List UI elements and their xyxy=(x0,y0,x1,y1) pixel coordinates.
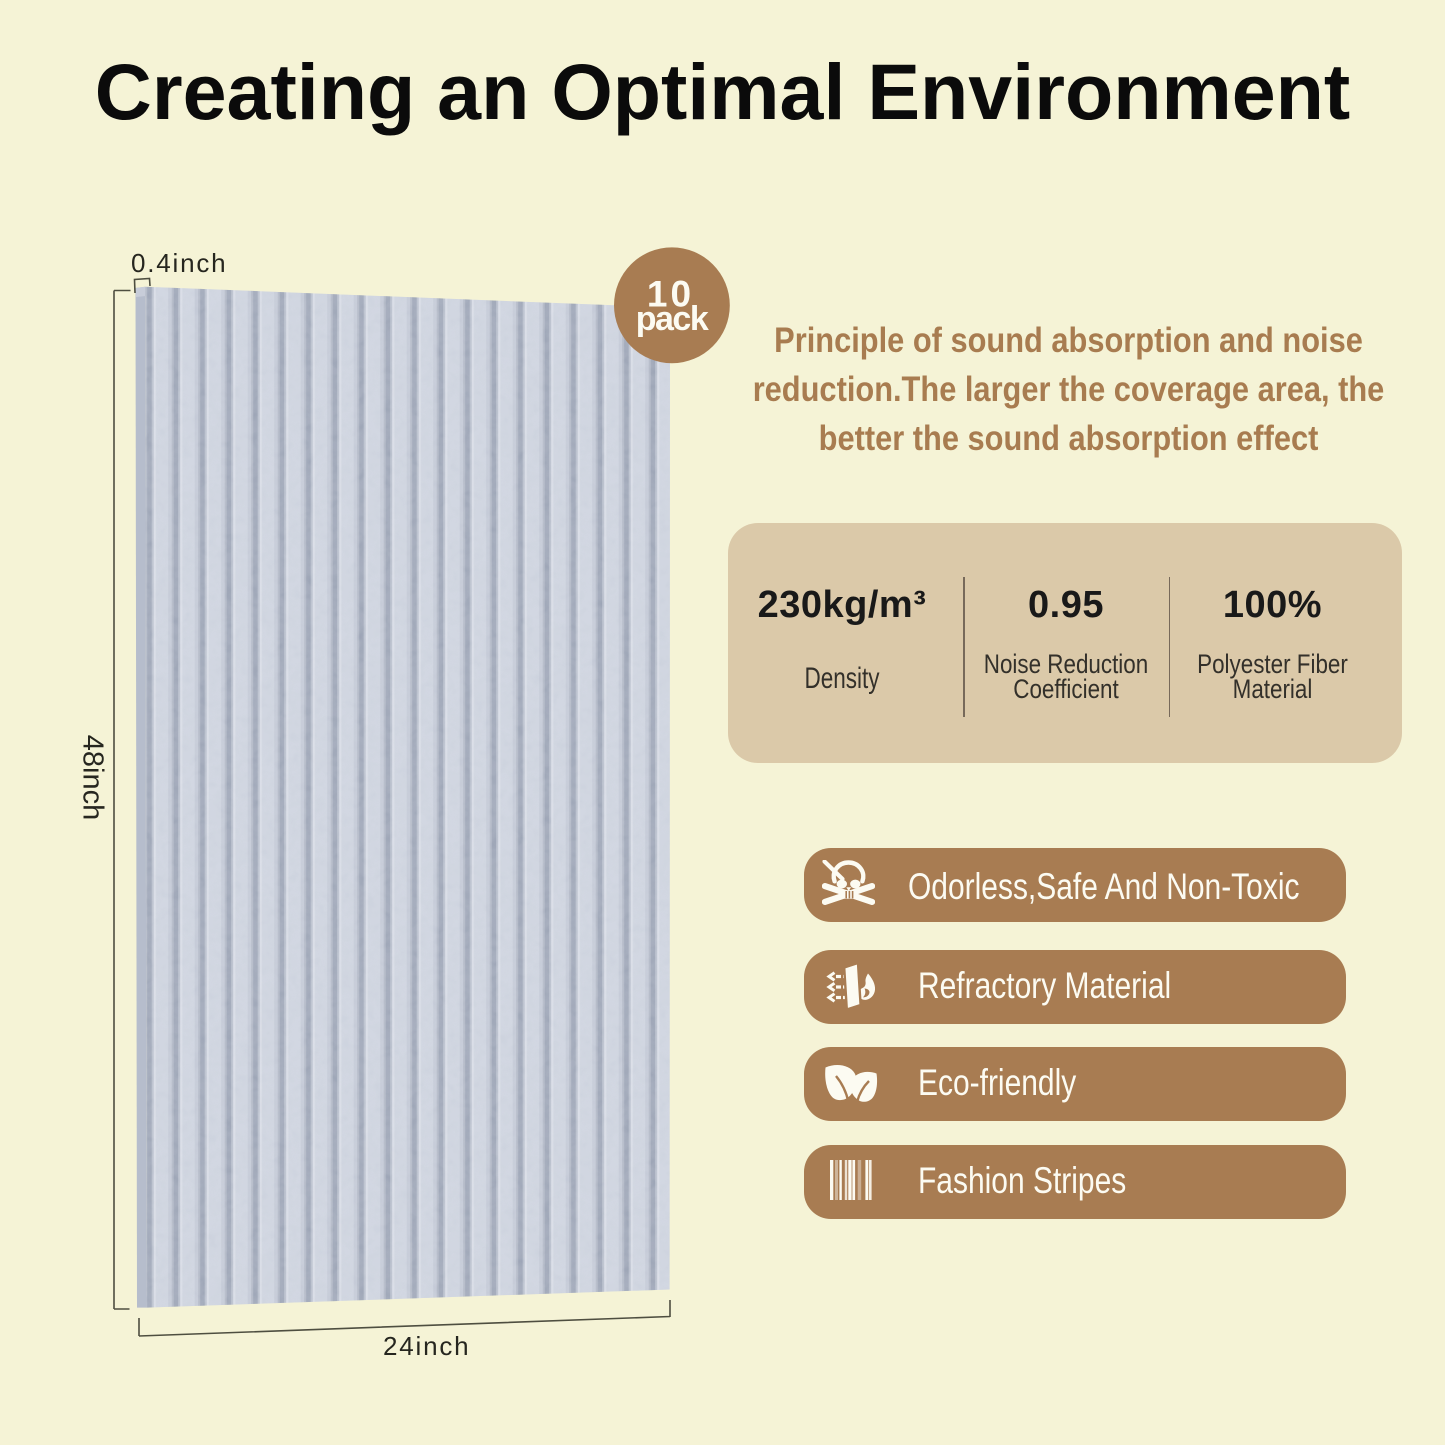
svg-text:pack: pack xyxy=(636,300,709,338)
svg-text:10: 10 xyxy=(647,274,694,315)
